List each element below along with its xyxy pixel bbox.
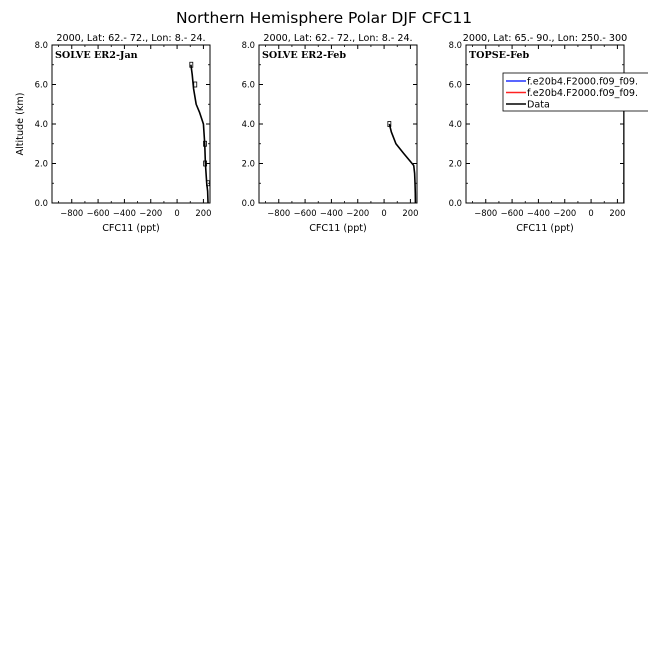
y-tick-label: 8.0 bbox=[242, 40, 255, 50]
chart-panel-1: 2000, Lat: 62.- 72., Lon: 8.- 24. SOLVE E… bbox=[15, 33, 211, 234]
x-tick-label: −800 bbox=[267, 208, 290, 218]
x-tick-label: 0 bbox=[381, 208, 386, 218]
x-tick-label: −600 bbox=[87, 208, 110, 218]
y-tick-label: 4.0 bbox=[449, 119, 462, 129]
plot-frame bbox=[51, 44, 211, 204]
panel-subtitle: 2000, Lat: 65.- 90., Lon: 250.- 300 bbox=[463, 33, 628, 44]
x-tick-label: 0 bbox=[588, 208, 593, 218]
panel-label: TOPSE-Feb bbox=[469, 50, 530, 61]
chart-panel-2: 2000, Lat: 62.- 72., Lon: 8.- 24. SOLVE E… bbox=[242, 33, 419, 234]
x-axis-label: CFC11 (ppt) bbox=[309, 223, 367, 234]
data-layer bbox=[387, 121, 417, 203]
y-tick-label: 2.0 bbox=[449, 159, 462, 169]
legend-label: f.e20b4.F2000.f09_f09. bbox=[527, 88, 638, 99]
y-tick-label: 2.0 bbox=[35, 159, 48, 169]
x-tick-label: −200 bbox=[139, 208, 162, 218]
x-tick-label: 200 bbox=[195, 208, 211, 218]
y-tick-label: 4.0 bbox=[35, 119, 48, 129]
y-tick-label: 6.0 bbox=[449, 80, 462, 90]
plot-frame bbox=[258, 44, 418, 204]
x-tick-label: −200 bbox=[346, 208, 369, 218]
data-layer bbox=[189, 61, 210, 203]
legend-box bbox=[502, 72, 648, 112]
x-axis-label: CFC11 (ppt) bbox=[516, 223, 574, 234]
y-axis-label: Altitude (km) bbox=[15, 93, 26, 156]
chart-panel-3: 2000, Lat: 65.- 90., Lon: 250.- 300 TOPSE… bbox=[449, 33, 648, 234]
y-tick-label: 0.0 bbox=[242, 198, 255, 208]
x-tick-label: −400 bbox=[113, 208, 136, 218]
error-marker bbox=[193, 81, 198, 88]
legend-label: f.e20b4.F2000.f09_f09. bbox=[527, 77, 638, 88]
x-tick-label: −400 bbox=[527, 208, 550, 218]
y-tick-label: 2.0 bbox=[242, 159, 255, 169]
x-tick-label: −600 bbox=[294, 208, 317, 218]
plot-frame bbox=[465, 44, 625, 204]
error-marker bbox=[189, 61, 194, 68]
x-tick-label: −200 bbox=[553, 208, 576, 218]
x-tick-label: 0 bbox=[174, 208, 179, 218]
x-tick-label: 200 bbox=[402, 208, 418, 218]
y-tick-label: 0.0 bbox=[35, 198, 48, 208]
panel-label: SOLVE ER2-Jan bbox=[55, 50, 138, 61]
error-marker bbox=[206, 180, 210, 187]
x-tick-label: −800 bbox=[60, 208, 83, 218]
chart-panels: 2000, Lat: 62.- 72., Lon: 8.- 24. SOLVE E… bbox=[15, 33, 648, 234]
x-tick-label: −600 bbox=[501, 208, 524, 218]
x-tick-label: −400 bbox=[320, 208, 343, 218]
figure-title: Northern Hemisphere Polar DJF CFC11 bbox=[176, 9, 472, 27]
y-tick-label: 6.0 bbox=[35, 80, 48, 90]
panel-subtitle: 2000, Lat: 62.- 72., Lon: 8.- 24. bbox=[56, 33, 205, 44]
y-tick-label: 8.0 bbox=[35, 40, 48, 50]
y-tick-label: 0.0 bbox=[449, 198, 462, 208]
error-marker bbox=[387, 121, 392, 127]
x-tick-label: 200 bbox=[609, 208, 625, 218]
x-tick-label: −800 bbox=[474, 208, 497, 218]
error-marker bbox=[203, 140, 207, 147]
panel-subtitle: 2000, Lat: 62.- 72., Lon: 8.- 24. bbox=[263, 33, 412, 44]
series-line-1 bbox=[388, 123, 417, 203]
panel-label: SOLVE ER2-Feb bbox=[262, 50, 346, 61]
legend: f.e20b4.F2000.f09_f09.f.e20b4.F2000.f09_… bbox=[502, 72, 648, 112]
legend-label: Data bbox=[527, 100, 550, 111]
y-tick-label: 6.0 bbox=[242, 80, 255, 90]
y-tick-label: 4.0 bbox=[242, 119, 255, 129]
y-tick-label: 8.0 bbox=[449, 40, 462, 50]
error-marker bbox=[203, 160, 208, 167]
x-axis-label: CFC11 (ppt) bbox=[102, 223, 160, 234]
